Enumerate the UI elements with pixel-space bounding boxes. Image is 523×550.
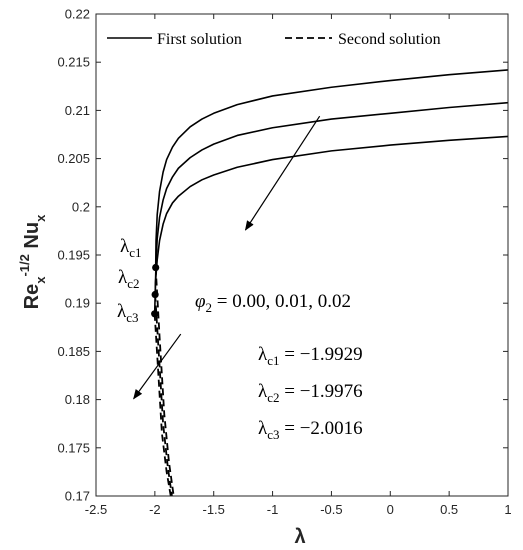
y-tick-label: 0.215	[57, 55, 90, 70]
lambda-c2-value: λc2 = −1.9976	[258, 381, 363, 405]
x-tick-label: -1.5	[203, 502, 225, 517]
y-tick-label: 0.205	[57, 151, 90, 166]
y-tick-label: 0.21	[65, 103, 90, 118]
x-tick-label: -1	[267, 502, 279, 517]
annotation-arrow-1	[244, 115, 321, 231]
y-tick-label: 0.18	[65, 392, 90, 407]
critical-point-c2	[151, 290, 159, 299]
critical-label-c3: λc3	[117, 301, 139, 325]
critical-point-c1	[152, 263, 160, 272]
lambda-c3-value: λc3 = −2.0016	[258, 418, 363, 442]
legend-label-first: First solution	[157, 31, 242, 48]
y-title-sub2: x	[33, 214, 48, 222]
x-tick-label: 0.5	[440, 502, 458, 517]
y-title-base: Re	[21, 284, 43, 310]
critical-label-c2: λc2	[118, 267, 140, 291]
y-title-sub: x	[33, 276, 48, 284]
y-tick-label: 0.185	[57, 344, 90, 359]
y-tick-label: 0.175	[57, 440, 90, 455]
y-tick-label: 0.19	[65, 296, 90, 311]
svg-text:Rex-1/2 Nux: Rex-1/2 Nux	[17, 214, 48, 309]
legend: First solution Second solution	[107, 31, 441, 48]
series-line-first-2	[154, 101, 508, 295]
x-tick-label: 1	[504, 502, 511, 517]
y-title-sup: -1/2	[17, 254, 32, 276]
y-tick-label: 0.22	[65, 7, 90, 22]
axes: -2.5 -2 -1.5 -1 -0.5 0 0.5 1 0.17 0.175 0.18 0.185 0…	[57, 7, 511, 518]
series-line-second-1	[154, 267, 175, 496]
x-axis-title: λ	[294, 526, 305, 548]
y-title-base2: Nu	[21, 222, 43, 249]
x-tick-label: -2.5	[85, 502, 107, 517]
critical-label-c1: λc1	[120, 236, 142, 260]
series-line-first-3	[153, 135, 508, 314]
series-line-second-2	[154, 294, 173, 496]
x-tick-label: 0	[387, 502, 394, 517]
phi-annotation: φ2 = 0.00, 0.01, 0.02	[195, 291, 351, 315]
plot-area	[151, 69, 508, 496]
x-tick-label: -0.5	[320, 502, 342, 517]
series-line-first-1	[154, 69, 508, 268]
y-axis-title: Rex-1/2 Nux	[17, 214, 48, 309]
legend-label-second: Second solution	[338, 31, 441, 48]
y-tick-label: 0.2	[72, 199, 90, 214]
lambda-c1-value: λc1 = −1.9929	[258, 344, 363, 368]
series-line-second-3	[153, 313, 172, 496]
y-tick-label: 0.195	[57, 248, 90, 263]
annotation-arrow-2	[133, 333, 182, 400]
critical-point-c3	[151, 310, 159, 318]
x-tick-label: -2	[149, 502, 161, 517]
y-tick-label: 0.17	[65, 489, 90, 504]
